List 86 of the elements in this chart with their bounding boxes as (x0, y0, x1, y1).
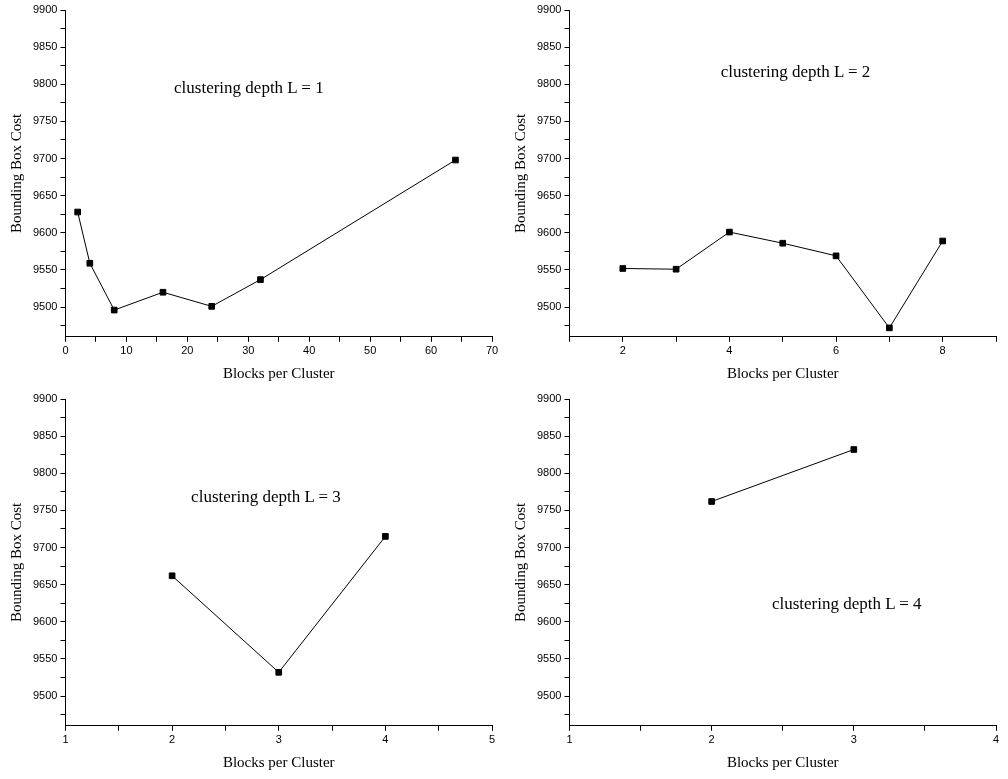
y-tick-label: 9800 (536, 77, 562, 90)
y-tick-label: 9600 (536, 614, 562, 627)
x-tick-label: 4 (726, 344, 733, 357)
x-tick-label: 2 (169, 733, 176, 746)
y-tick-label: 9600 (536, 225, 562, 238)
y-tick-label: 9850 (32, 40, 58, 53)
y-axis-title: Bounding Box Cost (511, 112, 528, 233)
y-tick-label: 9900 (536, 3, 562, 16)
point (86, 259, 94, 267)
x-axis-title: Blocks per Cluster (726, 364, 839, 381)
x-tick-label: 3 (275, 733, 282, 746)
x-tick-label: 2 (619, 344, 626, 357)
y-tick-label: 9600 (32, 614, 58, 627)
point (208, 303, 216, 310)
x-axis-title: Blocks per Cluster (222, 753, 335, 770)
x-tick-label: 50 (364, 344, 377, 357)
y-axis-title: Bounding Box Cost (7, 112, 24, 233)
point (672, 265, 680, 273)
point (110, 306, 118, 314)
point (257, 276, 264, 283)
x-tick-label: 5 (488, 733, 496, 746)
point (939, 237, 947, 245)
point (159, 288, 167, 296)
y-tick-label: 9500 (32, 689, 58, 702)
y-tick-label: 9500 (32, 300, 58, 313)
x-tick-label: 40 (303, 344, 316, 357)
x-tick-label: 70 (485, 344, 499, 357)
point (779, 239, 787, 247)
y-tick-label: 9600 (32, 225, 58, 238)
y-tick-label: 9550 (536, 262, 562, 275)
x-tick-label: 1 (62, 733, 69, 746)
x-tick-label: 2 (708, 733, 715, 746)
y-tick-label: 9850 (32, 429, 58, 442)
point (382, 533, 389, 540)
y-tick-label: 9650 (32, 188, 58, 201)
point (168, 572, 176, 580)
y-tick-label: 9900 (32, 3, 58, 16)
x-tick-label: 1 (566, 733, 573, 746)
y-axis-title: Bounding Box Cost (511, 501, 528, 622)
y-tick-label: 9900 (32, 392, 58, 405)
point (452, 156, 459, 164)
y-tick-label: 9850 (536, 40, 562, 53)
y-tick-label: 9500 (536, 300, 562, 313)
x-tick-label: 3 (850, 733, 857, 746)
x-tick-label: 60 (424, 344, 438, 357)
y-tick-label: 9700 (32, 540, 58, 553)
y-tick-label: 9750 (536, 503, 562, 516)
y-tick-label: 9700 (32, 151, 58, 164)
point (74, 208, 81, 216)
y-axis-title: Bounding Box Cost (7, 501, 24, 622)
y-tick-label: 9550 (536, 651, 562, 664)
y-tick-label: 9650 (536, 577, 562, 590)
annotation: clustering depth L = 1 (174, 77, 324, 97)
y-tick-label: 9650 (32, 577, 58, 590)
annotation: clustering depth L = 4 (771, 594, 923, 614)
y-tick-label: 9500 (536, 689, 562, 702)
point (619, 265, 627, 272)
x-tick-label: 4 (382, 733, 389, 746)
x-tick-label: 20 (181, 344, 194, 357)
y-tick-label: 9550 (32, 651, 58, 664)
y-tick-label: 9800 (536, 466, 562, 479)
y-tick-label: 9800 (32, 77, 58, 90)
point (886, 324, 893, 332)
y-tick-label: 9700 (536, 151, 562, 164)
y-tick-label: 9750 (536, 114, 562, 127)
y-tick-label: 9850 (536, 429, 562, 442)
annotation: clustering depth L = 2 (720, 61, 871, 81)
y-tick-label: 9900 (536, 392, 562, 405)
x-tick-label: 10 (120, 344, 133, 357)
y-tick-label: 9700 (536, 540, 562, 553)
point (832, 252, 840, 260)
point (726, 228, 733, 236)
y-tick-label: 9750 (32, 503, 58, 516)
x-tick-label: 4 (992, 733, 1000, 746)
x-tick-label: 8 (939, 344, 946, 357)
x-axis-title: Blocks per Cluster (222, 364, 335, 381)
y-tick-label: 9650 (536, 188, 562, 201)
x-tick-label: 30 (242, 344, 255, 357)
y-tick-label: 9550 (32, 262, 58, 275)
point (275, 669, 283, 676)
x-tick-label: 6 (832, 344, 840, 357)
annotation: clustering depth L = 3 (191, 486, 341, 506)
y-tick-label: 9750 (32, 114, 58, 127)
x-tick-label: 0 (62, 344, 69, 357)
x-axis-title: Blocks per Cluster (726, 753, 839, 770)
y-tick-label: 9800 (32, 466, 58, 479)
